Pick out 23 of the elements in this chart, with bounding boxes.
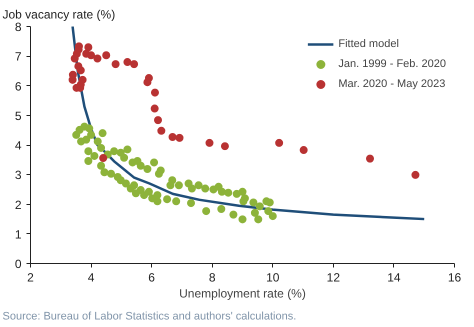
y-tick-label: 6 [14,79,22,94]
x-tick-label: 8 [208,270,216,284]
y-tick-label: 5 [14,108,22,123]
y-axis-title: Job vacancy rate (%) [2,8,116,22]
legend-label: Fitted model [338,37,399,51]
x-tick-label: 10 [266,270,280,284]
y-tick-label: 2 [14,198,22,212]
x-tick-label: 12 [326,270,340,284]
x-tick-label: 4 [88,270,95,284]
y-tick-label: 1 [14,227,22,242]
x-tick-label: 2 [27,270,34,284]
y-tick-label: 4 [14,138,22,152]
y-tick-label: 3 [14,168,22,182]
y-tick-label: 0 [14,257,22,271]
y-tick-label: 8 [14,20,22,34]
x-axis-title: Unemployment rate (%) [179,286,306,300]
legend-label: Mar. 2020 - May 2023 [338,77,446,91]
x-tick-label: 16 [448,270,462,284]
y-tick-label: 7 [14,50,22,64]
source-note: Source: Bureau of Labor Statistics and authors' calculations. [2,310,296,322]
x-tick-label: 6 [148,270,156,284]
x-tick-label: 14 [387,270,401,284]
legend-label: Jan. 1999 - Feb. 2020 [338,57,446,71]
